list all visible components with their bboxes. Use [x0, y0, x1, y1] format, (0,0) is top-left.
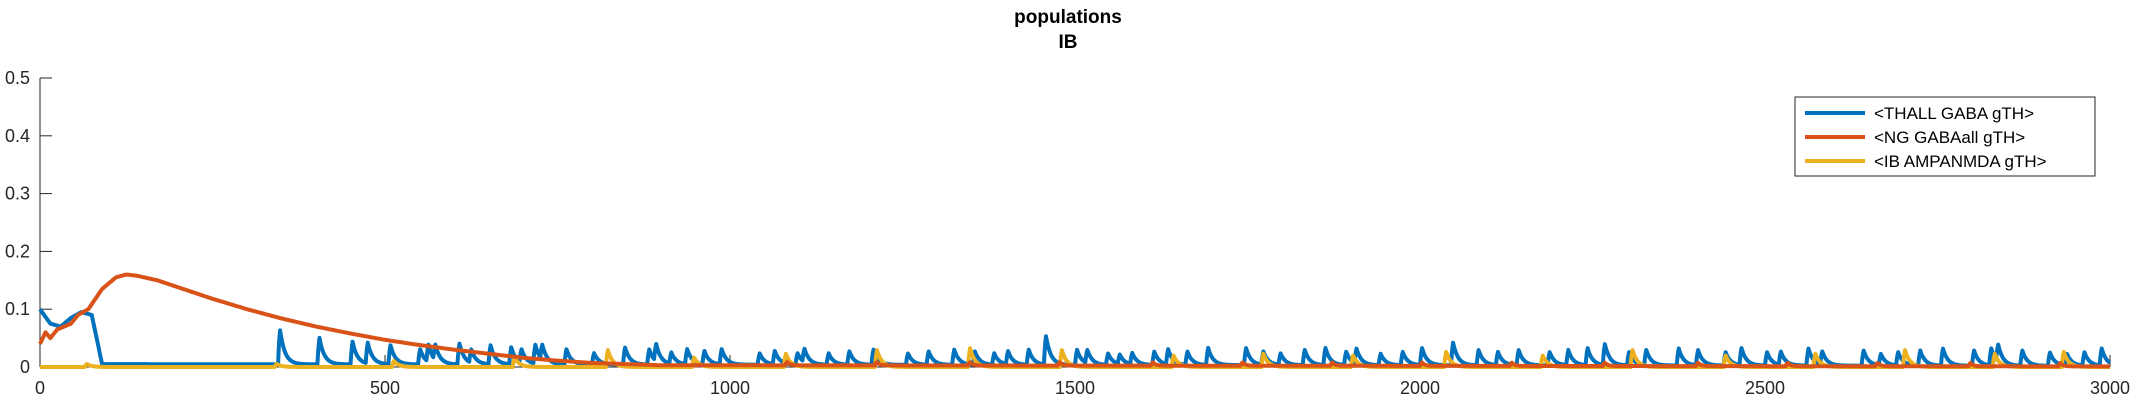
- legend[interactable]: <THALL GABA gTH> <NG GABAall gTH> <IB AM…: [1794, 96, 2096, 177]
- y-tick-label: 0.5: [5, 68, 30, 88]
- y-tick-label: 0.2: [5, 241, 30, 261]
- x-tick-label: 2000: [1400, 378, 1440, 398]
- legend-label-ib-ampanmda: <IB AMPANMDA gTH>: [1874, 152, 2047, 171]
- chart-subtitle: IB: [1059, 32, 1078, 53]
- legend-label-ng-gabaall: <NG GABAall gTH>: [1874, 128, 2025, 147]
- x-tick-label: 3000: [2090, 378, 2130, 398]
- y-tick-label: 0.3: [5, 184, 30, 204]
- axis-ticks: 0 0.1 0.2 0.3 0.4 0.5 0 500 1000 1500 2000 2500 3000: [5, 68, 2130, 398]
- series-line-ng-gabaall: [38, 272, 2112, 369]
- x-tick-label: 2500: [1745, 378, 1785, 398]
- chart-title: populations: [1014, 7, 1122, 28]
- plot-area: 0 0.1 0.2 0.3 0.4 0.5 0 500 1000 1500 2000 2500 3000: [5, 68, 2130, 398]
- y-tick-label: 0: [20, 357, 30, 377]
- y-tick-label: 0.4: [5, 126, 30, 146]
- legend-label-thall-gaba: <THALL GABA gTH>: [1874, 104, 2034, 123]
- y-tick-label: 0.1: [5, 299, 30, 319]
- x-tick-label: 1500: [1055, 378, 1095, 398]
- series-line-thall-gaba: [38, 308, 2112, 368]
- x-tick-label: 0: [35, 378, 45, 398]
- x-tick-label: 500: [370, 378, 400, 398]
- x-tick-label: 1000: [710, 378, 750, 398]
- series-layer: [38, 272, 2112, 369]
